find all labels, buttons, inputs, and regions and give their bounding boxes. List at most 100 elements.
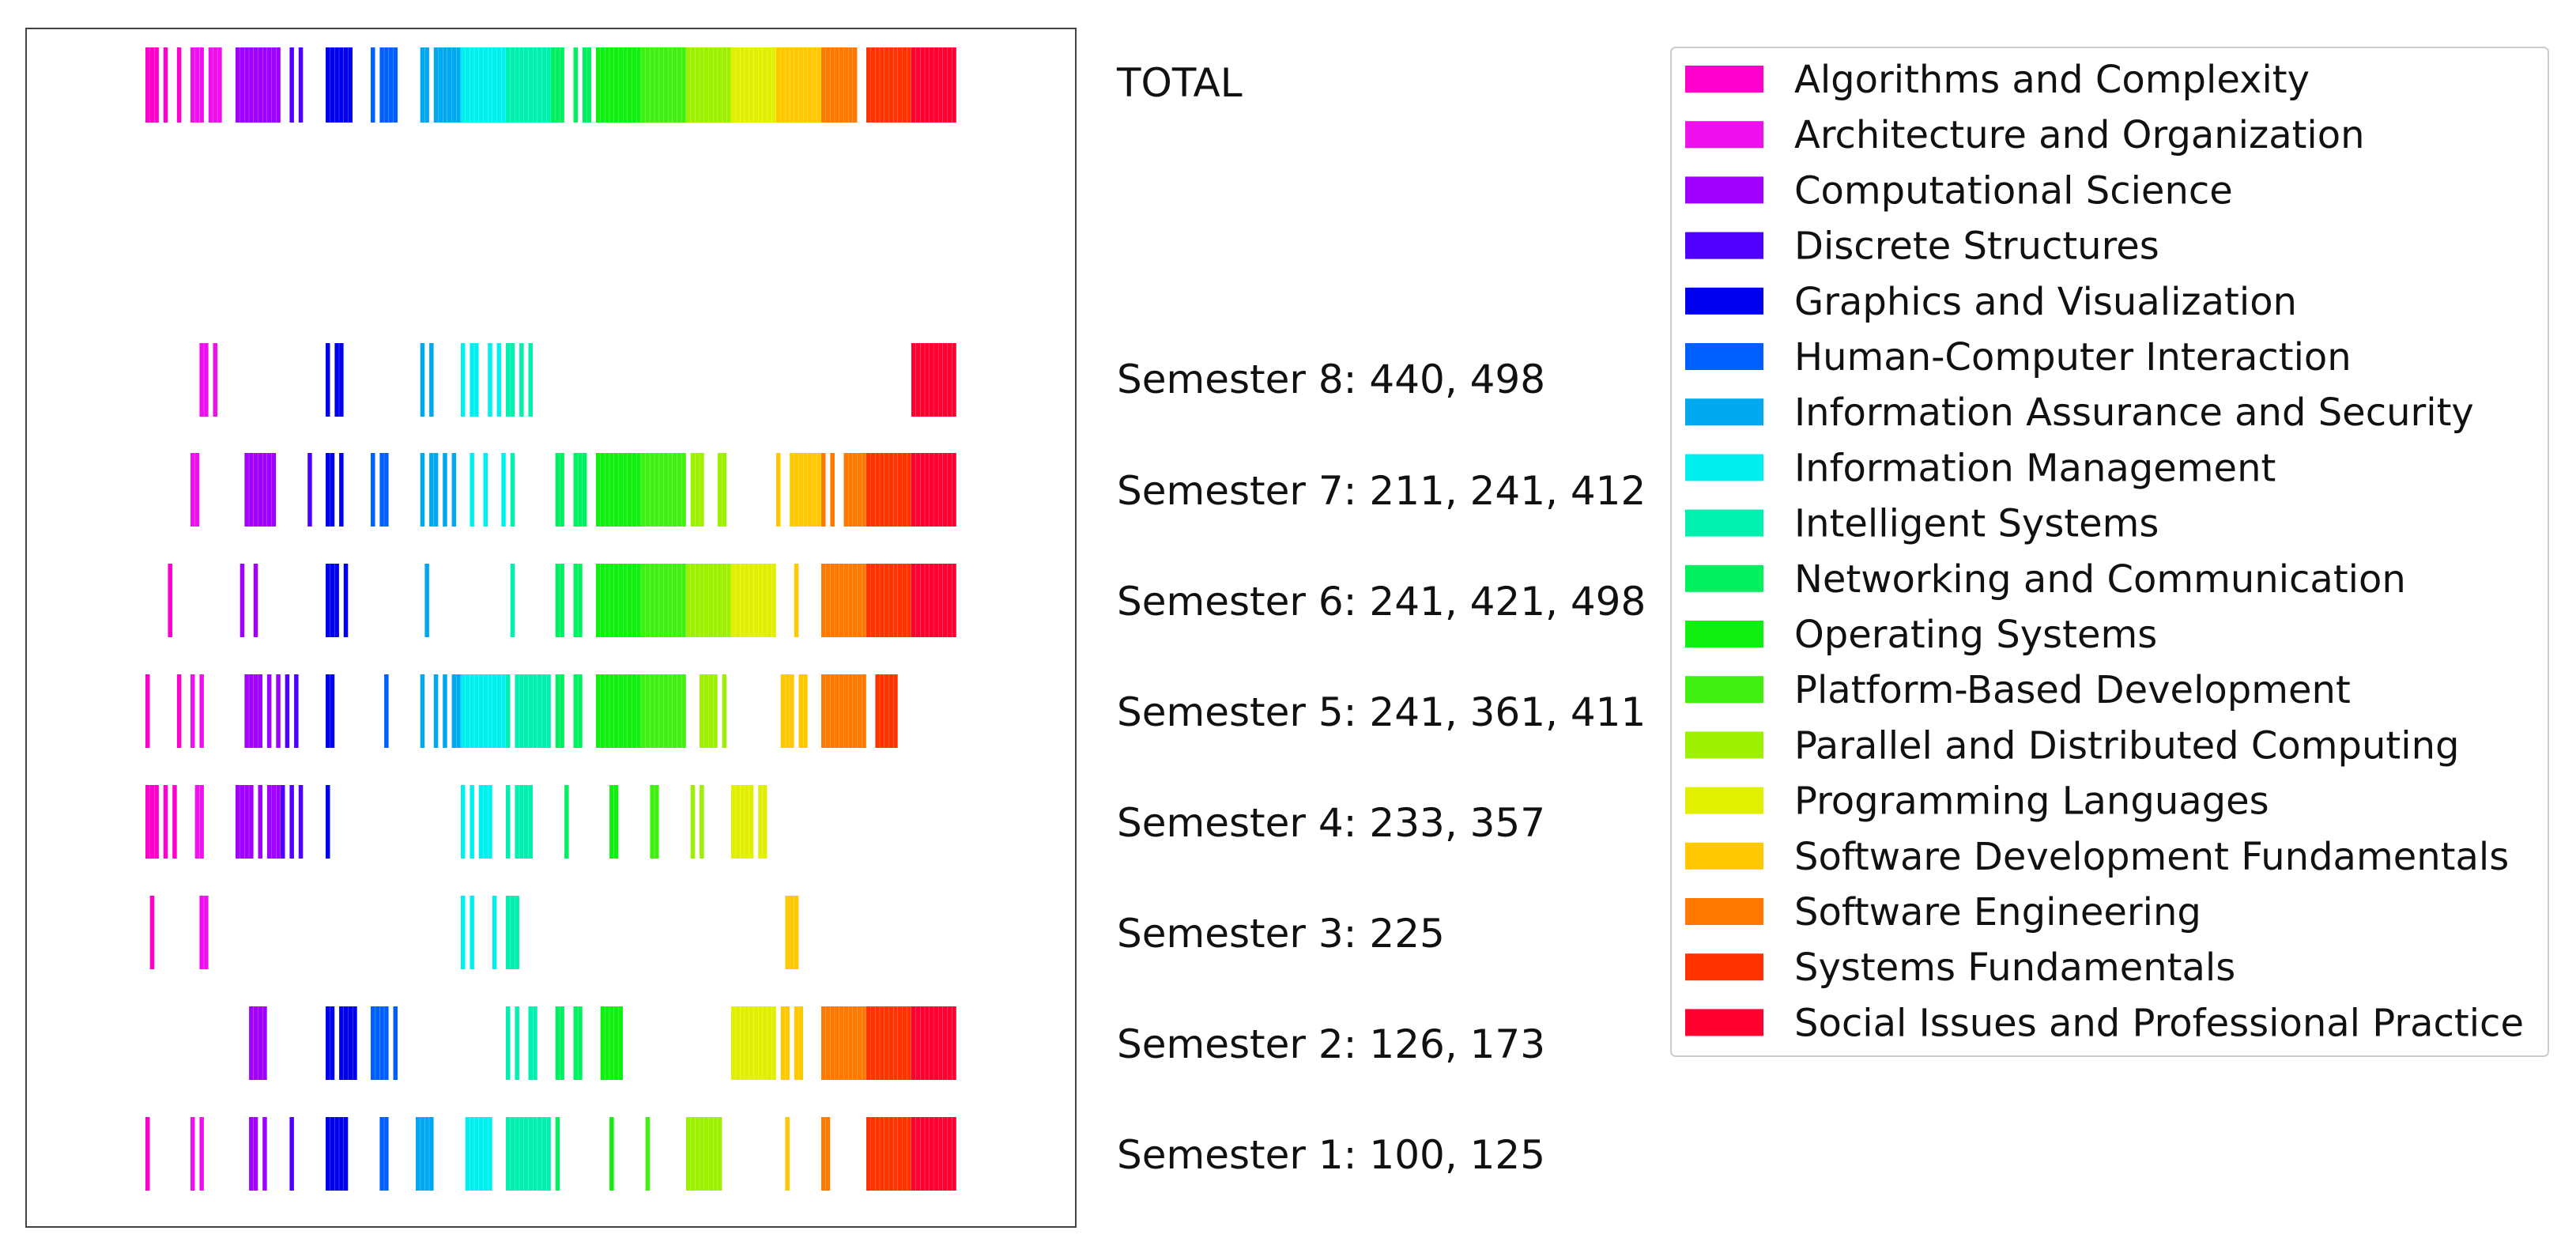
bar-sem1-12-6 (713, 1117, 718, 1191)
bar-sem5-8-5 (528, 674, 533, 748)
bar-sem2-17-2 (920, 1006, 925, 1080)
bar-sem6-13-3 (745, 564, 749, 637)
bar-sem8-17-2 (920, 343, 925, 417)
bar-sem7-12-7 (717, 453, 722, 527)
bar-sem7-11-9 (681, 453, 686, 527)
bar-sem8-7-2 (470, 343, 474, 417)
bar-sem5-10-7 (627, 674, 632, 748)
bar-total-16-1 (870, 47, 876, 123)
bar-sem1-16-4 (884, 1117, 889, 1191)
bar-total-15-7 (852, 47, 858, 123)
bar-total-0-7 (176, 47, 182, 123)
bar-sem2-16-2 (875, 1006, 880, 1080)
bar-sem2-15-9 (862, 1006, 866, 1080)
bar-total-5-2 (379, 47, 384, 123)
bar-sem4-0-4 (163, 785, 168, 859)
bar-sem7-2-7 (266, 453, 272, 527)
legend-swatch-1 (1685, 121, 1763, 149)
bar-total-17-6 (938, 47, 943, 123)
bar-sem6-15-5 (843, 564, 848, 637)
bar-sem6-13-5 (753, 564, 758, 637)
bar-sem6-12-3 (700, 564, 704, 637)
bar-total-13-3 (745, 47, 749, 123)
bar-sem7-9-6 (578, 453, 583, 527)
bar-sem6-10-2 (605, 564, 609, 637)
bar-sem5-12-3 (700, 674, 704, 748)
bar-total-16-7 (897, 47, 903, 123)
bar-sem5-7-7 (492, 674, 497, 748)
bar-sem3-0-1 (149, 896, 155, 969)
bar-sem6-4-2 (334, 564, 339, 637)
bar-sem6-8-1 (510, 564, 515, 637)
bar-total-14-4 (794, 47, 799, 123)
bar-sem2-8-6 (533, 1006, 537, 1080)
bar-sem7-15-8 (857, 453, 862, 527)
bar-sem7-15-0 (821, 453, 826, 527)
bar-sem6-12-9 (726, 564, 731, 637)
bar-sem7-7-2 (470, 453, 474, 527)
bar-sem5-15-7 (852, 674, 858, 748)
bar-sem6-2-1 (239, 564, 245, 637)
bar-sem6-14-4 (794, 564, 799, 637)
bar-total-7-2 (470, 47, 474, 123)
bar-sem6-4-1 (330, 564, 335, 637)
bar-sem4-7-5 (483, 785, 488, 859)
bar-sem2-4-0 (326, 1006, 330, 1080)
bar-sem7-10-5 (618, 453, 623, 527)
bar-total-14-2 (785, 47, 790, 123)
bar-sem7-16-3 (880, 453, 884, 527)
legend-label-6: Information Assurance and Security (1794, 391, 2474, 435)
bar-sem7-2-3 (249, 453, 254, 527)
bar-sem7-5-3 (384, 453, 389, 527)
bar-sem6-15-9 (862, 564, 866, 637)
bar-sem5-10-5 (618, 674, 623, 748)
bar-total-7-8 (496, 47, 502, 123)
legend-label-9: Networking and Communication (1794, 557, 2406, 602)
bar-sem1-8-0 (506, 1117, 511, 1191)
bar-sem6-17-5 (933, 564, 938, 637)
bar-sem2-10-5 (618, 1006, 623, 1080)
bar-sem2-17-7 (942, 1006, 948, 1080)
bar-sem5-6-8 (451, 674, 457, 748)
bar-sem5-7-3 (474, 674, 479, 748)
bar-sem8-6-3 (429, 343, 434, 417)
bar-total-0-0 (145, 47, 150, 123)
bar-sem1-2-3 (249, 1117, 254, 1191)
bar-sem1-16-5 (888, 1117, 893, 1191)
legend-swatch-10 (1685, 621, 1763, 647)
legend-swatch-15 (1685, 898, 1763, 925)
bar-sem7-17-7 (942, 453, 948, 527)
bar-sem7-9-1 (555, 453, 560, 527)
bar-sem7-15-6 (848, 453, 853, 527)
bar-sem1-17-0 (911, 1117, 916, 1191)
bar-sem5-10-6 (623, 674, 628, 748)
bar-sem5-15-4 (839, 674, 844, 748)
bar-sem7-12-3 (700, 453, 704, 527)
bar-sem1-12-7 (717, 1117, 722, 1191)
bar-sem5-12-6 (713, 674, 718, 748)
bar-sem6-10-8 (632, 564, 637, 637)
legend-label-4: Graphics and Visualization (1794, 280, 2297, 324)
bar-sem1-17-7 (942, 1117, 948, 1191)
bar-total-7-6 (488, 47, 492, 123)
bar-total-12-1 (690, 47, 696, 123)
bar-sem7-9-5 (573, 453, 578, 527)
bar-sem7-16-1 (870, 453, 876, 527)
bar-total-5-4 (388, 47, 394, 123)
legend-swatch-9 (1685, 564, 1763, 592)
bar-sem7-1-0 (190, 453, 195, 527)
legend-label-3: Discrete Structures (1794, 225, 2159, 269)
bar-sem5-1-2 (199, 674, 204, 748)
bar-sem4-9-3 (564, 785, 569, 859)
bar-sem1-10-3 (609, 1117, 614, 1191)
row-label-semester-1: Semester 1: 100, 125 (1117, 1132, 1545, 1178)
bar-sem7-2-4 (253, 453, 258, 527)
bar-sem8-7-8 (496, 343, 502, 417)
bar-sem5-15-2 (830, 674, 835, 748)
legend-label-2: Computational Science (1794, 168, 2233, 213)
bar-sem1-16-1 (870, 1117, 876, 1191)
bar-total-2-4 (253, 47, 258, 123)
bar-total-15-4 (839, 47, 844, 123)
bar-total-14-8 (812, 47, 817, 123)
bar-sem8-7-0 (461, 343, 466, 417)
